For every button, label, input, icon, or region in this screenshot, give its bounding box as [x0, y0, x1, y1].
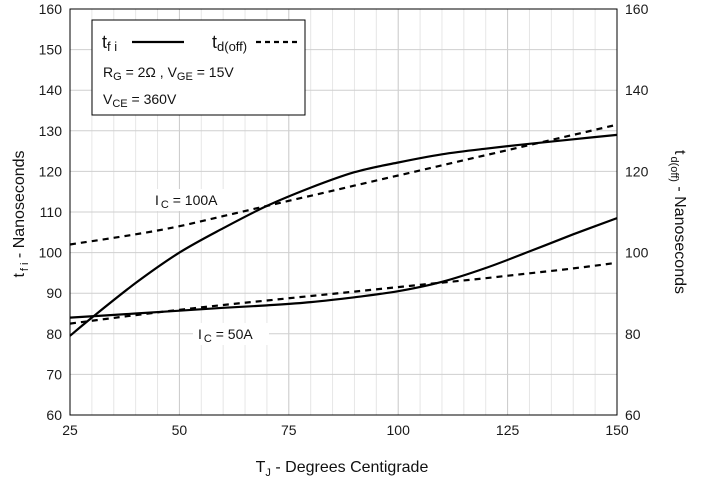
y-left-tick-label: 130: [39, 123, 63, 139]
legend-tfi-label: tf i: [102, 32, 117, 54]
x-tick-label: 25: [62, 422, 78, 438]
series-group: [69, 123, 618, 337]
y-left-tick-label: 60: [46, 407, 62, 423]
y-right-tick-label: 80: [625, 326, 641, 342]
y-left-tick-label: 120: [39, 163, 63, 179]
y-left-tick-label: 70: [46, 366, 62, 382]
y-right-tick-label: 140: [625, 82, 649, 98]
legend-condition-1: RG = 2Ω , VGE = 15V: [103, 64, 234, 83]
x-tick-label: 50: [172, 422, 188, 438]
x-tick-label: 100: [387, 422, 411, 438]
y-right-axis-title: td(off) - Nanoseconds: [668, 150, 688, 294]
y-right-tick-label: 60: [625, 407, 641, 423]
annotation-100a-bg: [150, 189, 238, 211]
plot-frame: [69, 8, 618, 416]
legend-td-label: td(off): [212, 32, 247, 54]
x-axis-title: TJ - Degrees Centigrade: [256, 459, 429, 479]
y-left-tick-label: 100: [39, 245, 63, 261]
series-line-td-off: [69, 123, 618, 246]
y-right-tick-labels: 60 80 100 120 140 160: [625, 1, 649, 423]
series-line-td-off: [69, 261, 618, 325]
x-tick-labels: 25 50 75 100 125 150: [62, 422, 629, 438]
y-left-tick-labels: 60 70 80 90 100 110 120 130 140 150 160: [39, 1, 63, 423]
series-line-tfi: [69, 133, 618, 337]
y-right-tick-label: 100: [625, 245, 649, 261]
y-right-tick-label: 160: [625, 1, 649, 17]
y-left-tick-label: 110: [40, 204, 63, 220]
y-left-axis-title: tf i - Nanoseconds: [11, 150, 31, 277]
y-left-tick-label: 140: [39, 82, 63, 98]
y-left-tick-label: 150: [39, 42, 63, 58]
y-left-tick-label: 80: [46, 326, 62, 342]
legend-condition-2: VCE = 360V: [103, 91, 177, 110]
y-left-tick-label: 160: [39, 1, 63, 17]
x-tick-label: 75: [281, 422, 297, 438]
y-right-tick-label: 120: [625, 163, 649, 179]
x-tick-label: 125: [496, 422, 520, 438]
series-line-tfi: [69, 217, 618, 319]
legend-box: [91, 19, 306, 116]
legend: tf i td(off) RG = 2Ω , VGE = 15V VCE = 3…: [91, 19, 306, 116]
x-tick-label: 150: [605, 422, 629, 438]
y-left-tick-label: 90: [46, 285, 62, 301]
annotation-50a-bg: [193, 323, 269, 345]
